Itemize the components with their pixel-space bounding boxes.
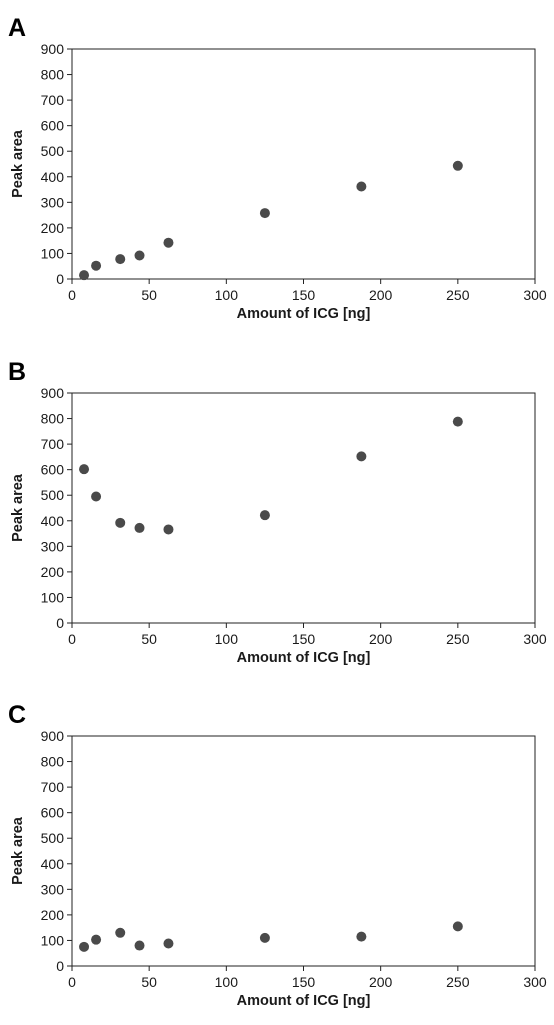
x-tick-label: 200 [369, 974, 393, 990]
y-tick-label: 600 [41, 805, 65, 821]
y-tick-label: 100 [41, 245, 65, 261]
x-tick-label: 150 [292, 974, 316, 990]
x-tick-label: 0 [68, 287, 76, 303]
x-tick-label: 50 [141, 974, 157, 990]
y-tick-label: 900 [41, 41, 65, 57]
panel-letter: C [8, 701, 26, 729]
data-point [163, 938, 174, 949]
x-tick-label: 0 [68, 974, 76, 990]
x-tick-label: 0 [68, 631, 76, 647]
plot-frame [71, 48, 536, 280]
y-tick-label: 0 [56, 271, 64, 287]
y-tick-label: 200 [41, 564, 65, 580]
y-tick-label: 300 [41, 538, 65, 554]
panel-letter: A [8, 14, 26, 42]
data-point [452, 921, 463, 932]
x-tick-label: 50 [141, 287, 157, 303]
data-point [115, 927, 126, 938]
chart-panel-a: A 0 100 200 300 400 500 600 700 800 900 0 50 100 150 20… [8, 14, 547, 322]
data-point [79, 270, 90, 281]
x-axis-title: Amount of ICG [ng] [237, 993, 371, 1009]
x-tick-label: 200 [369, 287, 393, 303]
x-tick-label: 50 [141, 631, 157, 647]
y-tick-label: 300 [41, 194, 65, 210]
x-axis-title: Amount of ICG [ng] [237, 306, 371, 322]
data-point [115, 254, 126, 265]
x-tick-label: 200 [369, 631, 393, 647]
y-axis-title: Peak area [10, 473, 26, 542]
y-tick-label: 400 [41, 513, 65, 529]
y-tick-label: 400 [41, 169, 65, 185]
x-tick-label: 300 [523, 974, 547, 990]
y-tick-label: 900 [41, 385, 65, 401]
y-tick-label: 800 [41, 67, 65, 83]
data-point [91, 260, 102, 271]
plot-frame [71, 392, 536, 624]
y-tick-label: 0 [56, 958, 64, 974]
y-tick-label: 0 [56, 615, 64, 631]
x-tick-label: 100 [215, 974, 239, 990]
y-axis-title: Peak area [10, 129, 26, 198]
y-tick-label: 500 [41, 143, 65, 159]
x-tick-label: 150 [292, 631, 316, 647]
data-point [259, 932, 270, 943]
data-point [79, 941, 90, 952]
data-point [163, 237, 174, 248]
y-tick-label: 500 [41, 830, 65, 846]
data-point [356, 181, 367, 192]
data-point [115, 517, 126, 528]
y-tick-label: 100 [41, 589, 65, 605]
y-tick-label: 500 [41, 487, 65, 503]
plot-frame [71, 735, 536, 967]
data-point [134, 522, 145, 533]
data-point [134, 940, 145, 951]
y-tick-label: 700 [41, 436, 65, 452]
y-tick-label: 600 [41, 462, 65, 478]
y-tick-label: 900 [41, 728, 65, 744]
data-point [259, 208, 270, 219]
x-tick-label: 100 [215, 287, 239, 303]
y-tick-label: 700 [41, 92, 65, 108]
chart-panel-c: C 0 100 200 300 400 500 600 700 800 900 0 50 100 150 20… [8, 701, 547, 1009]
data-point [79, 464, 90, 475]
y-tick-label: 400 [41, 856, 65, 872]
data-point [91, 934, 102, 945]
y-tick-label: 600 [41, 118, 65, 134]
y-tick-label: 200 [41, 220, 65, 236]
y-tick-label: 300 [41, 881, 65, 897]
data-point [356, 451, 367, 462]
x-axis-title: Amount of ICG [ng] [237, 650, 371, 666]
data-point [259, 510, 270, 521]
x-tick-label: 250 [446, 974, 470, 990]
y-tick-label: 200 [41, 907, 65, 923]
panel-letter: B [8, 358, 26, 386]
data-point [91, 491, 102, 502]
data-point [134, 250, 145, 261]
x-tick-label: 300 [523, 631, 547, 647]
data-point [356, 931, 367, 942]
chart-panel-b: B 0 100 200 300 400 500 600 700 800 900 0 50 100 150 20… [8, 358, 547, 666]
y-tick-label: 800 [41, 411, 65, 427]
x-tick-label: 250 [446, 287, 470, 303]
y-tick-label: 100 [41, 932, 65, 948]
y-tick-label: 700 [41, 779, 65, 795]
data-point [452, 160, 463, 171]
x-tick-label: 100 [215, 631, 239, 647]
data-point [163, 524, 174, 535]
data-point [452, 416, 463, 427]
x-tick-label: 300 [523, 287, 547, 303]
y-axis-title: Peak area [10, 816, 26, 885]
y-tick-label: 800 [41, 754, 65, 770]
x-tick-label: 150 [292, 287, 316, 303]
x-tick-label: 250 [446, 631, 470, 647]
